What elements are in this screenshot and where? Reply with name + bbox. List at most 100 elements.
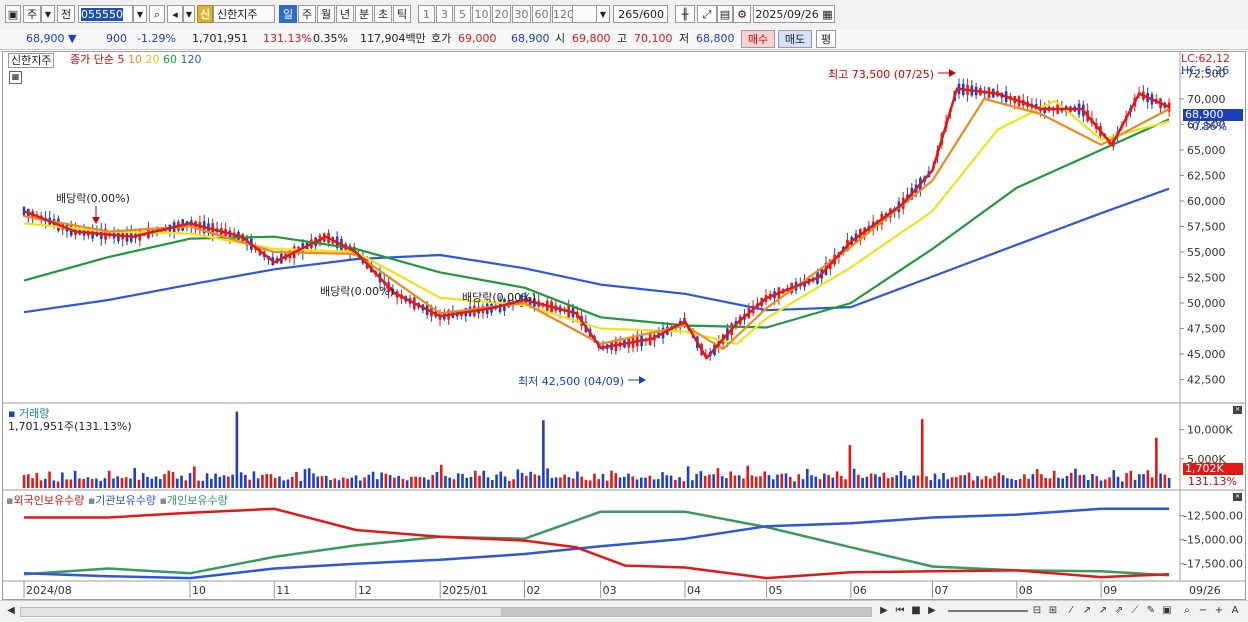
y-tick-label: 62,500 [1187, 169, 1226, 182]
volume-bar [746, 465, 749, 488]
y-tick-label: 70,000 [1187, 93, 1226, 106]
timeframe-button[interactable]: 틱 [393, 5, 411, 23]
volume-bar [1086, 479, 1090, 488]
text-icon[interactable]: ✎ [1146, 605, 1156, 616]
interval-dropdown-icon[interactable]: ▼ [596, 5, 610, 23]
timeframe-button[interactable]: 분 [355, 5, 373, 23]
speaker-icon[interactable]: ◂ [167, 5, 183, 23]
volume-bar [1018, 479, 1022, 488]
zoom-in-icon[interactable]: + [1214, 605, 1224, 616]
interval-button[interactable]: 3 [436, 5, 453, 23]
scrollbar-thumb[interactable] [501, 608, 871, 616]
volume-bar [337, 480, 341, 488]
volume-bar [141, 473, 145, 488]
volume-bar [346, 478, 349, 488]
channel-icon[interactable]: ⇗ [1114, 605, 1124, 616]
interval-button[interactable]: 120 [552, 5, 574, 23]
volume-bar [699, 471, 703, 488]
fit-icon[interactable]: ⊟ [1032, 605, 1042, 616]
grid-icon[interactable]: ⊞ [1048, 605, 1058, 616]
candle-body [1167, 102, 1171, 112]
zoom-icon[interactable]: ⌕ [1184, 605, 1190, 616]
search-icon[interactable]: ⌕ [149, 5, 165, 23]
timeframe-button[interactable]: 년 [336, 5, 354, 23]
bar-count-field[interactable]: 265/600 [613, 5, 668, 23]
volume-bar [635, 479, 639, 488]
volume-ratio: 131.13% [263, 32, 312, 45]
volume-bar [899, 471, 903, 488]
interval-button[interactable]: 5 [454, 5, 471, 23]
save-icon[interactable]: ▤ [717, 5, 733, 23]
volume-panel-title: ▪ 거래량 [8, 407, 50, 420]
high-price: 70,100 [634, 32, 673, 45]
arrow-icon[interactable]: ↗ [1082, 605, 1092, 616]
speed-slider[interactable] [948, 610, 1028, 612]
volume-bar [967, 472, 971, 488]
stop-icon[interactable]: ■ [911, 605, 921, 616]
volume-bar [158, 479, 162, 488]
volume-bar [597, 479, 601, 488]
holding-tick-label: -12,500.00 [1183, 510, 1243, 523]
volume-tick-label: 10,000K [1187, 424, 1233, 437]
draw-tool-icon[interactable]: ⤢ [697, 5, 717, 23]
eval-button[interactable]: 평 [816, 30, 836, 48]
buy-button[interactable]: 매수 [741, 30, 775, 48]
y-tick-label: 72,500 [1187, 67, 1226, 80]
timeframe-button[interactable]: 일 [279, 5, 297, 23]
date-tick-label: 09 [1103, 584, 1117, 597]
speaker-dropdown-icon[interactable]: ▼ [183, 5, 195, 23]
dividend-note: 배당락(0.00%) [462, 291, 536, 304]
line-icon[interactable]: ⁄ [1070, 605, 1072, 616]
timeframe-button[interactable]: 초 [374, 5, 392, 23]
period-select-week[interactable]: 주 [23, 5, 41, 23]
interval-button[interactable]: 10 [472, 5, 491, 23]
volume-bar [610, 470, 613, 488]
volume-bar [737, 475, 741, 488]
prev-button[interactable]: 전 [57, 5, 75, 23]
close-icon[interactable]: ✕ [1233, 406, 1242, 414]
candle-type-icon[interactable]: ╫ [675, 5, 695, 23]
zoom-out-icon[interactable]: − [1198, 605, 1208, 616]
gear-icon[interactable]: ⚙ [733, 5, 751, 23]
scrollbar-track[interactable] [20, 607, 872, 617]
code-dropdown-icon[interactable]: ▼ [133, 5, 147, 23]
close-icon[interactable]: ✕ [1233, 493, 1242, 501]
price-panel-name: 신한지주 [11, 54, 52, 67]
volume-bar [784, 473, 788, 488]
table-icon[interactable]: ▦ [9, 71, 22, 84]
chevron-down-icon[interactable]: ▼ [41, 5, 55, 23]
ray-icon[interactable]: ↗ [1098, 605, 1108, 616]
rewind-icon[interactable]: ⏮ [895, 605, 905, 616]
volume-bar [350, 477, 354, 488]
sell-button[interactable]: 매도 [778, 30, 812, 48]
scroll-right-icon[interactable]: ▶ [880, 605, 888, 616]
timeframe-button[interactable]: 주 [298, 5, 316, 23]
indiv-legend: 개인보유수량 [166, 494, 228, 507]
volume-bar [235, 411, 239, 488]
current-price-value: 68,900 [26, 32, 65, 45]
interval-button[interactable]: 1 [418, 5, 435, 23]
date-field[interactable]: 2025/09/26 ▦ [753, 5, 835, 23]
stock-code-input[interactable]: 055550 [78, 5, 133, 23]
fib-icon[interactable]: ⟋ [1131, 605, 1139, 616]
volume-bar [691, 480, 694, 488]
volume-bar [1146, 470, 1150, 488]
volume-bar [614, 473, 618, 488]
scroll-left-icon[interactable]: ◀ [7, 605, 15, 616]
interval-button[interactable]: 60 [532, 5, 551, 23]
price-panel-title[interactable]: 신한지주 [8, 53, 55, 68]
interval-button[interactable]: 30 [512, 5, 531, 23]
high-label: 고 [617, 32, 628, 45]
volume-bar [729, 471, 732, 488]
interval-button[interactable]: 20 [492, 5, 511, 23]
volume-bar [1061, 478, 1065, 488]
play-icon[interactable]: ▶ [928, 605, 936, 616]
image-icon[interactable]: ▣ [1162, 605, 1172, 616]
volume-bar [188, 473, 192, 488]
timeframe-button[interactable]: 월 [317, 5, 335, 23]
window-menu-icon[interactable]: ▣ [5, 5, 21, 23]
stock-name-field[interactable]: 신한지주 [213, 5, 275, 23]
font-size-icon[interactable]: A [1231, 605, 1239, 616]
